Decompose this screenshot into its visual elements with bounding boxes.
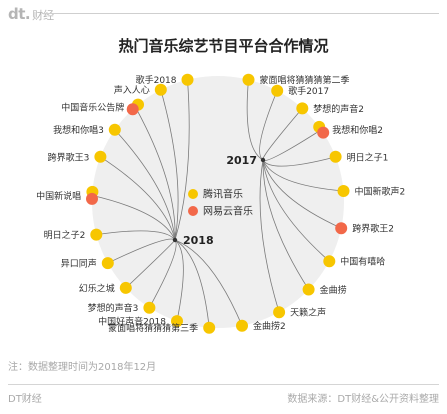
footer-divider [8, 384, 439, 385]
link-line [174, 239, 243, 326]
link-line [134, 106, 176, 241]
legend-label: 腾讯音乐 [203, 188, 243, 201]
link-line [92, 195, 176, 241]
link-line [262, 156, 336, 167]
program-node-tencent [171, 315, 183, 328]
link-line [259, 90, 278, 161]
legend-swatch [188, 189, 198, 199]
program-label: 中国新歌声2 [355, 186, 406, 198]
program-node-netease [317, 126, 330, 139]
program-label: 中国音乐公告牌 [61, 101, 124, 113]
hub-label-2017: 2017 [226, 154, 257, 167]
program-label: 歌手2018 [136, 74, 177, 86]
program-label: 跨界歌王3 [48, 151, 90, 163]
program-label: 中国好声音2018 [98, 316, 166, 328]
legend-label: 网易云音乐 [203, 205, 253, 218]
program-label: 梦想的声音2 [313, 103, 364, 115]
program-node-tencent [296, 102, 309, 115]
program-label: 梦想的声音3 [88, 302, 139, 314]
brand-mark: dt. [8, 5, 31, 23]
program-label: 中国新说唱 [36, 190, 81, 202]
program-node-tencent [203, 321, 216, 334]
program-label: 我想和你唱3 [53, 124, 104, 136]
program-node-tencent [154, 83, 167, 96]
link-line [259, 159, 280, 313]
program-label: 中国有嘻哈 [340, 256, 385, 268]
program-node-tencent [273, 306, 286, 319]
hub-dot-2017 [260, 157, 266, 163]
program-node-tencent [94, 150, 107, 163]
program-node-tencent [337, 185, 350, 197]
program-node-tencent [236, 319, 248, 332]
program-node-tencent [181, 73, 194, 86]
link-line [114, 129, 176, 241]
program-label: 歌手2017 [288, 85, 329, 97]
hub-label-2018: 2018 [183, 234, 214, 247]
link-line [149, 239, 177, 308]
program-label: 我想和你唱2 [332, 124, 383, 136]
program-label: 明日之子2 [44, 229, 86, 241]
link-line [160, 89, 179, 241]
footer-source: 数据来源：DT财经&公开资料整理 [287, 394, 439, 405]
program-node-tencent [302, 283, 315, 296]
link-line [100, 156, 176, 241]
link-line [174, 239, 184, 322]
header-divider [42, 13, 439, 14]
program-node-tencent [271, 84, 284, 97]
program-node-tencent [90, 228, 103, 241]
program-label: 蒙面唱将猜猜猜第三季 [108, 322, 198, 334]
program-node-tencent [143, 301, 156, 314]
footer-brand: DT财经 [8, 394, 42, 405]
link-line [174, 79, 190, 241]
link-line [262, 159, 342, 229]
program-label: 天籁之声 [290, 307, 326, 319]
program-label: 跨界歌王2 [352, 223, 394, 235]
link-line [246, 79, 264, 161]
hub-dot-2018 [172, 237, 178, 243]
legend-swatch [188, 206, 198, 216]
program-node-tencent [108, 123, 121, 136]
program-node-tencent [323, 255, 336, 268]
program-node-tencent [329, 150, 342, 163]
program-label: 声入人心 [114, 84, 150, 96]
program-label: 蒙面唱将猜猜猜第二季 [260, 74, 350, 86]
brand-logo: dt. 财经 [8, 5, 54, 23]
program-label: 金曲捞2 [253, 320, 286, 332]
program-label: 明日之子1 [347, 151, 389, 163]
link-line [262, 159, 330, 262]
program-node-netease [86, 192, 98, 205]
program-node-tencent [242, 73, 255, 86]
program-node-tencent [119, 281, 132, 294]
program-label: 金曲捞 [320, 284, 347, 296]
program-node-netease [335, 222, 348, 235]
link-line [262, 159, 344, 192]
program-node-tencent [101, 257, 114, 270]
program-label: 幻乐之城 [79, 282, 115, 294]
link-line [174, 239, 210, 328]
page-title: 热门音乐综艺节目平台合作情况 [118, 37, 329, 55]
program-node-netease [126, 103, 139, 116]
brand-text: 财经 [32, 9, 55, 22]
link-line [96, 230, 176, 241]
link-line [262, 159, 309, 290]
data-note: 注：数据整理时间为2018年12月 [8, 362, 157, 373]
program-label: 异口同声 [61, 258, 97, 270]
background-disc [92, 76, 344, 328]
